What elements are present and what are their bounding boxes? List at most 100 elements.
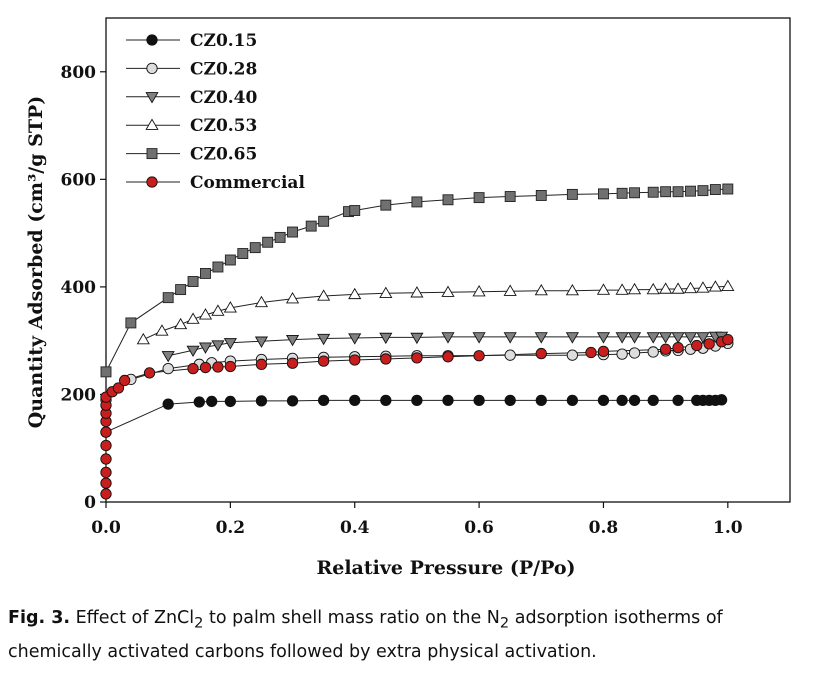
x-tick-label: 0.8 bbox=[589, 518, 619, 538]
point-cz0-40 bbox=[659, 332, 673, 344]
point-cz0-40 bbox=[696, 332, 710, 344]
legend-marker-cz0-28 bbox=[146, 62, 158, 75]
legend-marker-cz0-65 bbox=[146, 148, 158, 160]
y-axis-title: Quantity Adsorbed (cm³/g STP) bbox=[25, 96, 47, 429]
point-cz0-53 bbox=[659, 282, 673, 294]
legend-marker-commercial bbox=[146, 176, 158, 188]
point-commercial bbox=[535, 347, 547, 360]
point-commercial bbox=[286, 357, 299, 369]
point-cz0-53 bbox=[348, 287, 362, 300]
point-cz0-53 bbox=[615, 283, 629, 295]
point-cz0-53 bbox=[503, 284, 517, 296]
point-cz0-65 bbox=[697, 185, 709, 197]
point-cz0-40 bbox=[503, 332, 517, 344]
point-cz0-40 bbox=[627, 332, 642, 344]
point-cz0-15 bbox=[616, 394, 628, 407]
point-cz0-15 bbox=[286, 395, 299, 407]
point-cz0-53 bbox=[441, 285, 455, 297]
point-cz0-53 bbox=[534, 283, 548, 296]
point-commercial bbox=[119, 374, 131, 387]
point-cz0-53 bbox=[136, 332, 150, 345]
point-commercial bbox=[255, 358, 268, 370]
point-cz0-65 bbox=[349, 205, 361, 216]
x-tick-label: 0.6 bbox=[464, 518, 494, 538]
series-line-cz0-65 bbox=[105, 188, 728, 373]
point-cz0-53 bbox=[223, 301, 237, 313]
series-line-cz0-53 bbox=[143, 285, 728, 341]
point-commercial bbox=[703, 338, 715, 350]
axes: 0.0 0.2 0.4 0.6 0.8 1.0 0 200 400 600 800 bbox=[61, 17, 791, 538]
point-commercial bbox=[112, 382, 125, 394]
legend-label-cz0-65: CZ0.65 bbox=[190, 145, 257, 165]
point-cz0-65 bbox=[212, 261, 224, 273]
x-tick-label: 0.2 bbox=[216, 518, 246, 538]
point-cz0-40 bbox=[441, 332, 455, 344]
legend-label-cz0-40: CZ0.40 bbox=[190, 88, 258, 108]
point-cz0-53 bbox=[708, 280, 722, 292]
point-cz0-65 bbox=[274, 231, 286, 243]
point-cz0-40 bbox=[211, 340, 225, 352]
caption-text-1: Effect of ZnCl bbox=[70, 608, 195, 628]
point-cz0-65 bbox=[442, 194, 454, 206]
y-tick-label: 600 bbox=[61, 170, 97, 190]
point-commercial bbox=[442, 351, 454, 363]
point-cz0-53 bbox=[254, 295, 269, 308]
point-cz0-53 bbox=[671, 282, 685, 294]
point-cz0-53 bbox=[317, 289, 331, 301]
point-cz0-15 bbox=[628, 394, 641, 407]
x-axis-title: Relative Pressure (P/Po) bbox=[316, 557, 575, 579]
plot-frame bbox=[105, 17, 791, 503]
point-cz0-40 bbox=[348, 333, 362, 345]
point-cz0-53 bbox=[186, 312, 200, 324]
point-cz0-65 bbox=[224, 254, 236, 266]
caption-subscript-2: 2 bbox=[499, 614, 510, 632]
series-points bbox=[100, 183, 735, 500]
point-cz0-28 bbox=[647, 346, 659, 358]
point-cz0-53 bbox=[379, 286, 393, 298]
point-cz0-53 bbox=[155, 324, 169, 336]
point-commercial bbox=[722, 333, 734, 346]
legend-label-cz0-53: CZ0.53 bbox=[190, 116, 257, 136]
point-cz0-15 bbox=[504, 394, 516, 407]
point-cz0-15 bbox=[206, 395, 218, 408]
point-cz0-15 bbox=[349, 394, 361, 407]
point-cz0-15 bbox=[672, 394, 684, 407]
x-tick-label: 0.4 bbox=[340, 518, 370, 538]
point-cz0-28 bbox=[628, 347, 641, 359]
point-cz0-65 bbox=[187, 276, 199, 287]
point-cz0-15 bbox=[317, 394, 330, 407]
point-cz0-65 bbox=[262, 236, 274, 248]
point-cz0-15 bbox=[224, 395, 237, 408]
point-commercial bbox=[212, 361, 224, 373]
point-cz0-40 bbox=[671, 332, 685, 344]
point-cz0-28 bbox=[566, 349, 579, 361]
point-commercial bbox=[100, 439, 112, 452]
point-cz0-15 bbox=[647, 394, 659, 407]
point-cz0-40 bbox=[379, 332, 393, 345]
point-commercial bbox=[597, 345, 610, 358]
point-cz0-53 bbox=[696, 281, 710, 293]
point-cz0-65 bbox=[200, 267, 211, 279]
point-commercial bbox=[100, 488, 112, 500]
point-commercial bbox=[349, 354, 361, 366]
point-cz0-53 bbox=[174, 317, 188, 330]
point-cz0-15 bbox=[193, 396, 205, 408]
point-cz0-65 bbox=[411, 196, 423, 208]
point-cz0-28 bbox=[162, 362, 174, 375]
point-cz0-65 bbox=[535, 190, 547, 201]
point-commercial bbox=[585, 346, 597, 359]
caption-subscript-1: 2 bbox=[194, 614, 204, 632]
point-cz0-65 bbox=[647, 186, 659, 198]
point-cz0-53 bbox=[198, 308, 213, 320]
y-tick-label: 400 bbox=[61, 278, 97, 298]
point-cz0-40 bbox=[472, 332, 486, 344]
legend-label-commercial: Commercial bbox=[190, 173, 305, 193]
point-cz0-53 bbox=[646, 282, 660, 295]
point-cz0-65 bbox=[566, 188, 578, 200]
point-cz0-40 bbox=[223, 338, 237, 350]
point-commercial bbox=[100, 426, 112, 438]
point-cz0-53 bbox=[627, 282, 642, 295]
point-cz0-40 bbox=[565, 332, 579, 344]
point-commercial bbox=[380, 353, 392, 365]
